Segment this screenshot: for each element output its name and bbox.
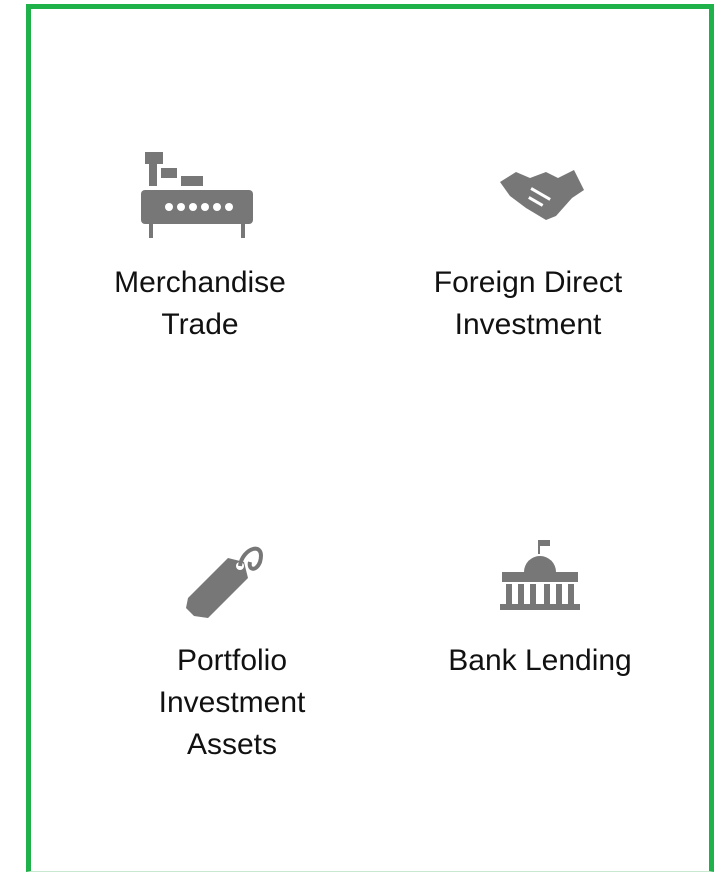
tag-icon[interactable] [180,528,270,623]
label-line: Portfolio [176,644,288,677]
tile-label[interactable]: Foreign Direct Investment [378,262,678,346]
label-line: Merchandise [114,266,286,299]
label-line: Investment [158,686,306,719]
bank-icon[interactable] [498,540,582,612]
label-line: Bank Lending [448,644,632,677]
factory-icon[interactable] [135,150,260,240]
tile-label[interactable]: Portfolio Investment Assets [82,640,382,766]
label-line: Investment [454,308,602,341]
tile-label[interactable]: Bank Lending [390,640,690,682]
handshake-icon[interactable] [500,168,585,223]
tile-label[interactable]: Merchandise Trade [50,262,350,346]
label-line: Trade [161,308,239,341]
label-line: Assets [186,728,278,761]
label-line: Foreign Direct [433,266,623,299]
panel [26,4,714,872]
